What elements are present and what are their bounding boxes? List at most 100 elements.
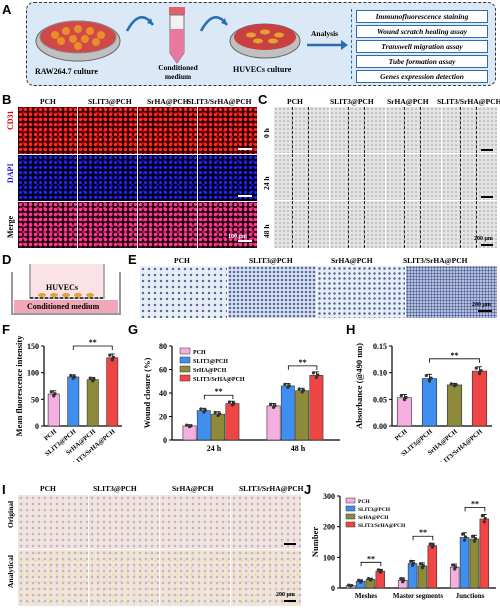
y-tick-label: 100 <box>27 369 39 378</box>
scale-bar <box>481 196 493 198</box>
data-point <box>424 373 428 378</box>
group-label: PCH <box>174 256 190 265</box>
tube-original-image <box>231 495 301 549</box>
y-tick-label: 100 <box>323 553 335 562</box>
group-label: SrHA@PCH <box>172 484 214 493</box>
tube-analytical-image <box>231 550 301 606</box>
bar <box>295 390 310 441</box>
micrograph-cd31 <box>198 107 257 154</box>
data-point <box>473 536 478 541</box>
micrograph-merge <box>18 202 77 248</box>
curved-arrow-icon <box>125 16 155 32</box>
data-point <box>470 534 475 538</box>
huvec-label: HUVECs culture <box>233 65 292 74</box>
data-point <box>49 390 53 394</box>
scratch-image <box>274 107 329 153</box>
group-label: SLIT3/SrHA@PCH <box>403 256 468 265</box>
conditioned-medium-label: Conditioned medium <box>27 302 100 311</box>
scratch-image <box>330 201 385 248</box>
data-point <box>91 378 95 382</box>
scale-bar <box>238 148 252 150</box>
bar <box>421 378 438 427</box>
significance-label: ** <box>367 554 375 563</box>
tube-original-image <box>89 495 159 549</box>
data-point <box>199 407 203 411</box>
curved-arrow-icon <box>199 16 229 32</box>
transwell-diagram <box>11 264 121 315</box>
y-tick-label: 0 <box>35 422 39 431</box>
data-point <box>411 561 416 565</box>
legend-label: SLIT3/SrHA@PCH <box>193 377 245 383</box>
y-tick-label: 0 <box>163 436 167 445</box>
data-point <box>232 401 236 405</box>
data-point <box>189 424 193 428</box>
bar <box>471 370 488 427</box>
data-point <box>376 568 380 572</box>
bar <box>396 397 413 427</box>
panel-label-e: E <box>128 252 137 267</box>
data-point <box>474 366 478 370</box>
row-label-0h: 0 h <box>262 128 271 138</box>
row-label-analytical: Analytical <box>6 555 15 588</box>
row-label-original: Original <box>6 500 15 528</box>
panel-label-h: H <box>346 322 356 337</box>
legend-label: SLIT3@PCH <box>358 507 391 513</box>
assay-item: Genes expression detection <box>356 70 488 83</box>
bar <box>446 384 463 427</box>
scratch-image <box>386 107 441 153</box>
significance-label: ** <box>89 338 97 347</box>
transwell-image <box>228 266 316 318</box>
data-point <box>359 579 364 583</box>
data-point <box>477 370 482 374</box>
row-label-merge: Merge <box>6 215 15 238</box>
group-label: SLIT3@PCH <box>249 256 293 265</box>
scratch-image <box>442 107 497 153</box>
data-point <box>369 577 374 581</box>
chart-j: 0 100 200 300 Number Meshes ** Master segments *… <box>310 492 496 600</box>
scratch-image <box>442 201 497 248</box>
huvecs-label: HUVECs <box>46 283 79 292</box>
legend-swatch <box>345 497 356 504</box>
scale-bar <box>284 600 296 602</box>
scratch-image <box>386 201 441 248</box>
bar <box>469 538 480 589</box>
data-point <box>428 542 432 546</box>
data-point <box>227 400 232 404</box>
bar <box>86 379 99 427</box>
group-label: SLIT3/SrHA@PCH <box>437 97 500 106</box>
significance-bracket <box>287 365 318 370</box>
scratch-image <box>274 154 329 200</box>
legend-swatch <box>345 521 356 528</box>
y-tick-label: 20 <box>159 413 167 422</box>
data-point <box>462 538 467 542</box>
micrograph-dapi <box>78 155 137 201</box>
group-label: PCH <box>287 97 303 106</box>
y-tick-label: 80 <box>159 342 167 351</box>
micrograph-merge <box>78 202 137 248</box>
y-axis-label: Absorbance (@490 nm) <box>354 343 364 429</box>
legend-swatch <box>345 505 356 512</box>
legend-label: SLIT3@PCH <box>193 359 228 365</box>
significance-bracket <box>203 394 234 400</box>
y-axis-label: Number <box>310 527 320 557</box>
x-tick-label: Junctions <box>456 592 485 600</box>
bar <box>280 385 295 441</box>
micrograph-merge <box>198 202 257 248</box>
data-point <box>203 408 207 412</box>
raw264-dish-icon <box>35 20 121 62</box>
data-point <box>52 393 56 397</box>
significance-bracket <box>72 345 113 350</box>
y-tick-label: 300 <box>323 492 335 501</box>
group-label: SLIT3@PCH <box>330 97 374 106</box>
y-tick-label: 0.00 <box>373 422 387 431</box>
data-point <box>472 539 477 543</box>
data-point <box>427 378 432 382</box>
group-label: SLIT3/SrHA@PCH <box>239 484 304 493</box>
significance-bracket <box>429 358 480 363</box>
significance-label: ** <box>419 528 427 537</box>
y-axis-label: Mean fluorescence intensity <box>14 335 24 437</box>
bar <box>106 357 119 427</box>
assay-item: Tube formation assay <box>356 55 488 68</box>
y-tick-label: 60 <box>159 366 167 375</box>
row-label-cd31: CD31 <box>6 110 15 130</box>
